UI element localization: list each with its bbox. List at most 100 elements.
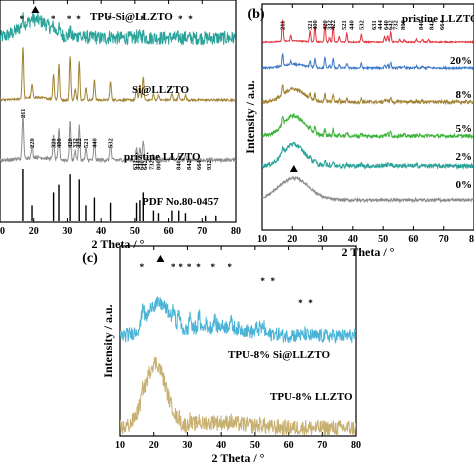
- peak-star: *: [196, 262, 201, 272]
- peak-label: 211: [20, 109, 27, 118]
- peak-label: 532: [108, 138, 115, 148]
- series-b-0: [262, 19, 474, 44]
- peak-label: 640: [139, 160, 146, 170]
- peak-star: *: [67, 14, 72, 24]
- panel-c-xtick-label: 60: [284, 440, 294, 451]
- panel-b-xtick-label: 30: [318, 234, 328, 245]
- series-label-b-1: 20%: [450, 55, 472, 67]
- panel-a-xtick-label: 70: [197, 226, 207, 237]
- peak-star: *: [171, 262, 176, 272]
- peak-label: 332: [327, 20, 334, 30]
- peak-label: 842: [186, 160, 193, 170]
- peak-label: 664: [196, 160, 203, 171]
- peak-label: 444: [377, 20, 384, 31]
- series-b-4: [262, 141, 474, 171]
- panel-c-xtick-label: 50: [250, 440, 260, 451]
- peak-label: 532: [358, 20, 365, 30]
- peak-label: 420: [322, 20, 329, 30]
- peak-label: 932: [206, 160, 213, 170]
- peak-label: 842: [429, 20, 436, 30]
- peak-star: *: [51, 14, 56, 24]
- panel-b-xtick-label: 40: [348, 234, 358, 245]
- peak-star: *: [107, 14, 112, 24]
- amorphous-triangle-c: [156, 255, 165, 262]
- panel-c-xtick-label: 80: [351, 440, 361, 451]
- panel-b: 10 20 30 40 50 60 70 80 2 Theta / ° Intensity / a…: [243, 3, 474, 259]
- series-b-2: [262, 84, 474, 106]
- peak-label: 400: [56, 138, 63, 148]
- panel-c-xtick-label: 40: [216, 440, 226, 451]
- panel-c-xtick-label: 10: [115, 440, 125, 451]
- series-label-si-llzto: Si@LLZTO: [132, 84, 190, 96]
- series-tpu-si-llzto: [0, 12, 236, 46]
- peak-label: 400: [312, 20, 319, 30]
- panel-b-frame: [261, 3, 474, 231]
- series-label-b-3: 5%: [456, 123, 473, 135]
- series-label-b-2: 8%: [456, 89, 473, 101]
- series-label-b-4: 2%: [456, 151, 473, 163]
- peak-star: *: [210, 262, 215, 272]
- peak-label: 444: [135, 160, 142, 171]
- peak-label: 321: [307, 20, 314, 30]
- series-label-c-si: TPU-8% Si@LLZTO: [228, 349, 330, 361]
- series-label-b-pristine: pristine LLZTO: [402, 13, 474, 25]
- peak-star: *: [76, 14, 81, 24]
- panel-a-xtick-label: 60: [164, 226, 174, 237]
- peak-label: 631: [132, 160, 139, 170]
- peak-label: 422: [76, 138, 83, 148]
- series-label-c-llzto: TPU-8% LLZTO: [270, 391, 353, 403]
- peak-star: *: [298, 298, 303, 308]
- panel-c-ylabel: Intensity / a.u.: [101, 304, 115, 377]
- panel-c-xtick-label: 20: [149, 440, 159, 451]
- peak-star: *: [270, 276, 275, 286]
- peak-label: 521: [83, 138, 90, 148]
- panel-b-xtick-label: 70: [439, 234, 449, 245]
- panel-a-xtick-label: 30: [62, 226, 72, 237]
- panel-b-xtick-label: 50: [378, 234, 388, 245]
- peak-star: *: [260, 276, 265, 286]
- peak-label: 521: [341, 20, 348, 30]
- peak-star: *: [20, 14, 25, 24]
- series-label-pristine-llzto: pristine LLZTO: [124, 151, 201, 163]
- peak-label: 840: [418, 20, 425, 30]
- peak-star: *: [187, 262, 192, 272]
- amorphous-triangle: [31, 6, 40, 13]
- panel-c-frame: [119, 245, 357, 437]
- panel-a-xtick-label: 50: [130, 226, 140, 237]
- peak-label: 642: [388, 20, 395, 30]
- peak-star: *: [308, 298, 313, 308]
- panel-b-xtick-label: 60: [408, 234, 418, 245]
- series-label-tpu-si-llzto: TPU-Si@LLZTO: [90, 11, 173, 23]
- peak-star: *: [178, 14, 183, 24]
- peak-label: 332: [72, 138, 79, 148]
- panel-a-xlabel: 2 Theta / °: [92, 237, 145, 251]
- panel-c-series: * * * * * * ** ** *: [120, 262, 356, 436]
- peak-label: 800: [400, 20, 407, 30]
- panel-b-xtick-label: 10: [257, 234, 267, 245]
- panel-letter-b: (b): [247, 7, 264, 22]
- panel-letter-c: (c): [82, 251, 98, 266]
- peak-label: 440: [348, 20, 355, 30]
- peak-label: 732: [392, 20, 399, 30]
- peak-label: 732: [149, 160, 156, 170]
- panel-c-xtick-label: 30: [182, 440, 192, 451]
- peak-label: 631: [371, 20, 378, 30]
- peak-label: 840: [176, 160, 183, 170]
- panel-b-xtick-label: 20: [287, 234, 297, 245]
- series-tpu-8-si-llzto: [120, 296, 356, 344]
- series-label-pdf: PDF No.80-0457: [142, 196, 219, 208]
- peak-star: *: [227, 262, 232, 272]
- series-label-b-5: 0%: [456, 179, 473, 191]
- peak-label: 640: [383, 20, 390, 30]
- amorphous-triangle-b: [289, 165, 298, 172]
- series-tpu-8-llzto: [120, 356, 356, 436]
- panel-b-xtick-label: 80: [469, 234, 474, 245]
- panel-b-ylabel: Intensity / a.u.: [243, 80, 257, 153]
- series-b-1: [262, 53, 474, 71]
- peak-label: 321: [51, 138, 58, 148]
- peak-star: *: [140, 262, 145, 272]
- panel-b-xlabel: 2 Theta / °: [342, 245, 395, 259]
